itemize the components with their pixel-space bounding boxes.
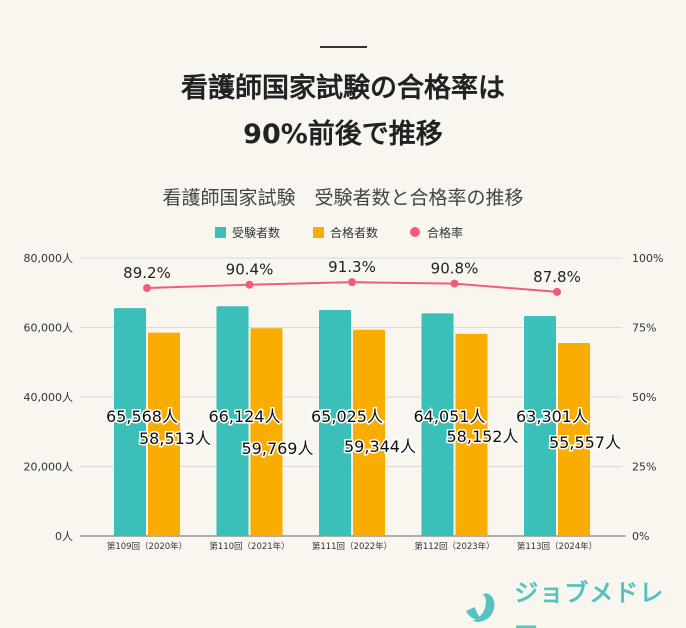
y-left-tick: 80,000人 [24, 252, 74, 265]
legend-label-0: 受験者数 [232, 225, 280, 240]
bar-passers [250, 328, 283, 536]
chart-title: 看護師国家試験 受験者数と合格率の推移 [162, 187, 523, 209]
pass-rate-point [245, 280, 254, 289]
data-label-passers: 59,769人 [242, 439, 314, 458]
data-label-examinees: 66,124人 [209, 407, 281, 426]
pass-rate-point [553, 287, 561, 296]
legend-swatch-2 [410, 227, 420, 237]
data-label-pass-rate: 87.8% [533, 268, 581, 286]
bar-passers [353, 329, 385, 536]
x-tick-label: 第109回（2020年） [107, 541, 187, 552]
y-left-tick: 60,000人 [24, 322, 74, 335]
data-label-examinees: 65,568人 [106, 407, 178, 426]
title-rule [320, 46, 367, 48]
y-right-tick: 75% [632, 322, 656, 335]
headline-line1: 看護師国家試験の合格率は [181, 73, 505, 104]
data-label-passers: 58,152人 [447, 427, 519, 446]
bar-passers [455, 333, 488, 536]
bar-examinees [216, 306, 249, 536]
y-left-tick: 0人 [55, 530, 73, 543]
bar-examinees [319, 310, 351, 536]
y-right-tick: 25% [632, 461, 656, 474]
bar-examinees [421, 313, 454, 536]
pass-rate-point [348, 278, 356, 287]
y-right-tick: 100% [632, 252, 663, 265]
legend-label-2: 合格率 [427, 225, 463, 240]
data-label-pass-rate: 89.2% [123, 264, 171, 282]
legend-swatch-1 [313, 227, 324, 238]
bar-passers [148, 332, 180, 536]
data-label-pass-rate: 91.3% [328, 258, 376, 276]
data-label-passers: 59,344人 [344, 437, 416, 456]
x-tick-label: 第113回（2024年） [517, 541, 597, 552]
pass-rate-point [450, 279, 459, 288]
data-label-pass-rate: 90.8% [431, 260, 479, 278]
data-label-passers: 58,513人 [139, 429, 211, 448]
data-label-examinees: 64,051人 [414, 407, 486, 426]
bar-examinees [524, 316, 556, 536]
pass-rate-point [143, 284, 151, 293]
data-label-pass-rate: 90.4% [226, 261, 274, 279]
headline-line2: 90%前後で推移 [243, 119, 443, 150]
bar-passers [558, 342, 590, 536]
x-tick-label: 第111回（2022年） [312, 541, 392, 552]
bar-examinees [114, 308, 146, 536]
data-label-examinees: 63,301人 [516, 407, 588, 426]
data-label-passers: 55,557人 [549, 433, 621, 452]
x-tick-label: 第112回（2023年） [414, 541, 494, 552]
data-label-examinees: 65,025人 [311, 407, 383, 426]
legend-label-1: 合格者数 [330, 225, 378, 240]
y-left-tick: 40,000人 [24, 391, 74, 404]
y-right-tick: 50% [632, 391, 656, 404]
legend-swatch-0 [215, 227, 226, 238]
logo-mark-icon [465, 593, 495, 622]
logo: ジョブメドレー [465, 573, 686, 628]
logo-text: ジョブメドレー [514, 579, 665, 628]
y-left-tick: 20,000人 [24, 461, 74, 474]
x-tick-label: 第110回（2021年） [209, 541, 289, 552]
y-right-tick: 0% [632, 530, 649, 543]
